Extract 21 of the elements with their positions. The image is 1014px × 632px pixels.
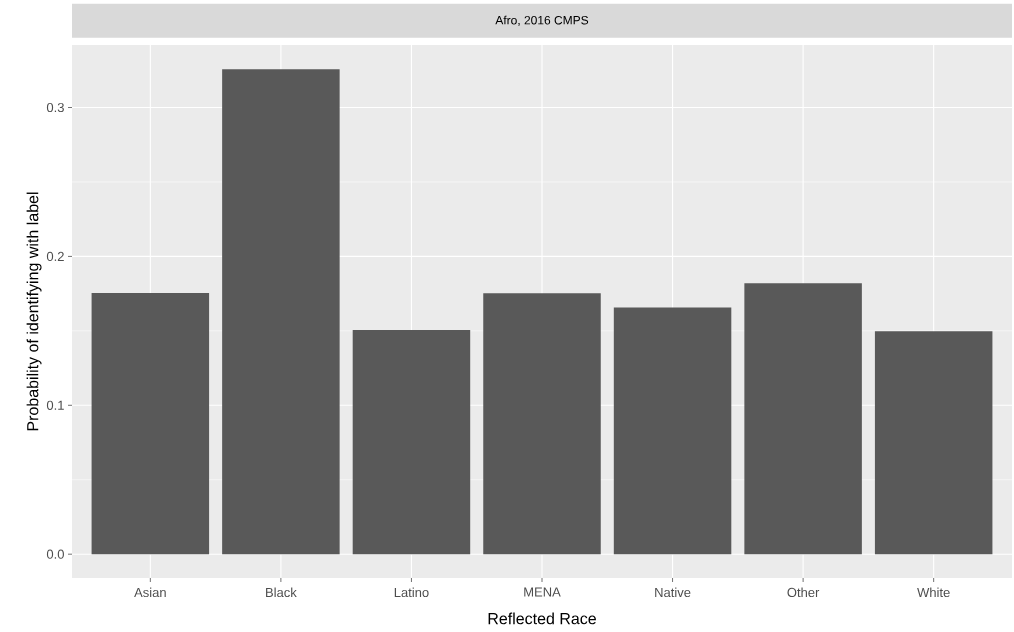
y-tick-label: 0.3 — [46, 102, 64, 113]
chart-title: Afro, 2016 CMPS — [495, 15, 589, 26]
x-tick-label: Other — [787, 587, 820, 598]
x-tick-label: Native — [655, 587, 691, 598]
bar — [222, 69, 340, 555]
y-tick-label: 0.1 — [46, 400, 64, 410]
y-tick-label: 0.0 — [46, 549, 64, 559]
x-tick-label: Asian — [134, 587, 166, 598]
y-tick-label: 0.2 — [46, 251, 64, 262]
bar — [613, 307, 732, 555]
x-axis-title: Reflected Race — [488, 612, 596, 625]
bar — [483, 293, 601, 555]
x-tick-label: Latino — [394, 587, 429, 598]
x-tick-label: MENA — [524, 587, 561, 597]
bar — [91, 292, 210, 555]
bar — [874, 331, 993, 555]
x-tick-label: White — [917, 587, 950, 598]
x-tick-label: Black — [266, 587, 297, 598]
y-axis-title: Probability of identifying with label — [26, 192, 42, 431]
bar — [352, 330, 471, 555]
bar — [744, 283, 862, 555]
